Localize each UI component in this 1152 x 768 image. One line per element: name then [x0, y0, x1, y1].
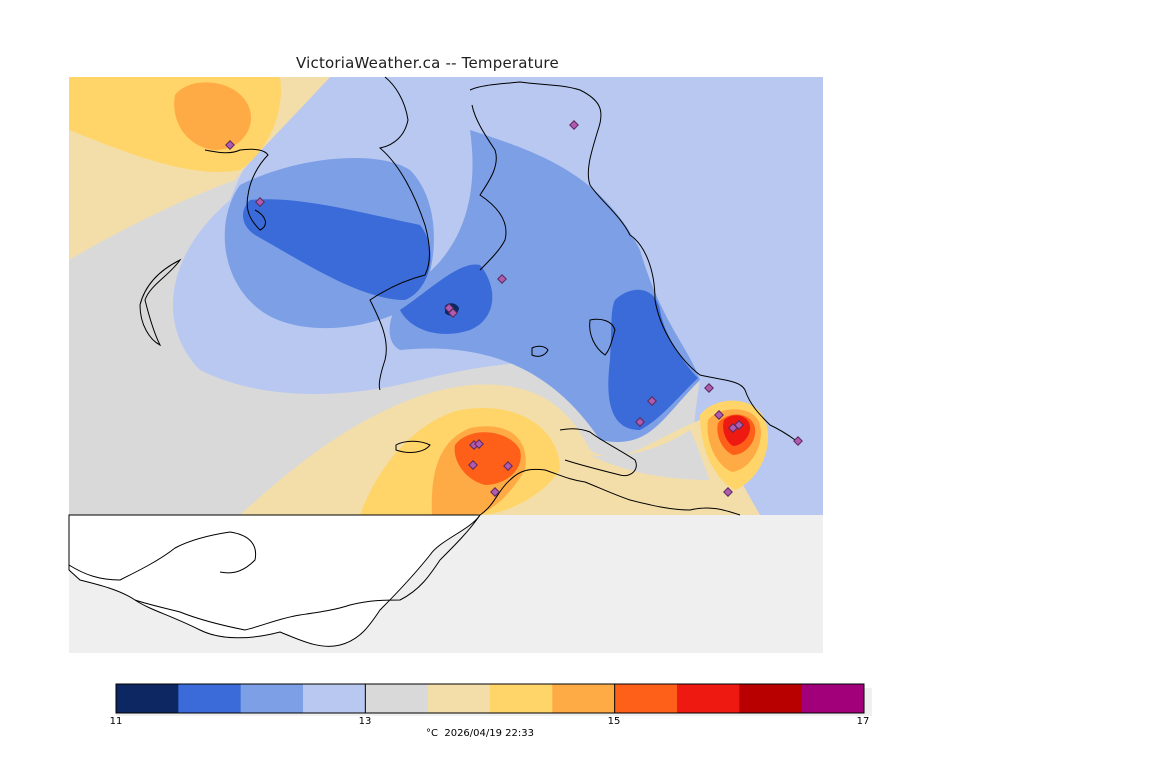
station-marker[interactable] — [225, 140, 235, 150]
station-marker[interactable] — [503, 461, 513, 471]
legend-tick-label: 11 — [109, 716, 123, 727]
coast-island-small — [395, 440, 431, 453]
coast-east-shore — [469, 81, 799, 443]
timestamp: 2026/04/19 22:33 — [444, 728, 534, 739]
band-13-12.5-gap — [590, 430, 710, 480]
legend-tick-label: 15 — [607, 716, 621, 727]
temperature-field — [69, 77, 823, 515]
station-marker[interactable] — [647, 396, 657, 406]
coast-bay — [559, 428, 637, 477]
station-marker[interactable] — [723, 487, 733, 497]
station-marker[interactable] — [793, 436, 803, 446]
coast-islet — [531, 345, 549, 357]
station-marker[interactable] — [490, 487, 500, 497]
legend-swatch — [116, 684, 179, 713]
band-11.5-12-west — [243, 199, 431, 300]
legend-swatch — [427, 684, 491, 713]
band-11.5-12-east — [608, 289, 698, 430]
legend-swatch — [677, 684, 740, 713]
station-marker[interactable] — [255, 197, 265, 207]
station-marker[interactable] — [468, 460, 478, 470]
legend-swatch — [614, 684, 678, 713]
station-marker[interactable] — [497, 274, 507, 284]
coast-south-peninsula — [479, 468, 741, 516]
coast-sw-shore — [68, 531, 257, 581]
station-marker[interactable] — [448, 308, 458, 318]
legend-swatch — [240, 684, 304, 713]
legend-tick-label: 17 — [856, 716, 870, 727]
station-marker[interactable] — [635, 417, 645, 427]
coast-saanich-inlet — [369, 76, 430, 391]
coast-island-west — [139, 258, 182, 347]
legend-swatch — [178, 684, 242, 713]
legend-swatch — [365, 684, 429, 713]
units-label: °C — [426, 728, 438, 739]
legend-swatch — [490, 684, 553, 713]
station-marker[interactable] — [569, 120, 579, 130]
coastlines — [68, 76, 799, 631]
legend-swatch — [552, 684, 616, 713]
station-markers — [225, 120, 803, 497]
legend-caption: °C 2026/04/19 22:33 — [426, 728, 534, 739]
coast-inner-peninsula — [204, 148, 269, 231]
coast-south-inner — [134, 514, 481, 631]
legend-swatch — [303, 684, 366, 713]
coast-peninsula-west — [471, 104, 507, 271]
station-marker[interactable] — [734, 420, 744, 430]
coast-island-east — [589, 318, 616, 356]
legend-swatch — [801, 684, 865, 713]
station-marker[interactable] — [704, 383, 714, 393]
station-marker[interactable] — [714, 410, 724, 420]
band-11.5-12-mid — [400, 264, 493, 334]
legend-swatch — [739, 684, 803, 713]
legend-swatches — [115, 684, 865, 713]
band-15.5-16-east — [723, 415, 751, 446]
station-marker[interactable] — [474, 439, 484, 449]
legend-tick-label: 13 — [358, 716, 372, 727]
map-title: VictoriaWeather.ca -- Temperature — [296, 54, 559, 72]
band-14.5-15-nw — [174, 82, 251, 150]
legend-frame — [115, 683, 865, 714]
